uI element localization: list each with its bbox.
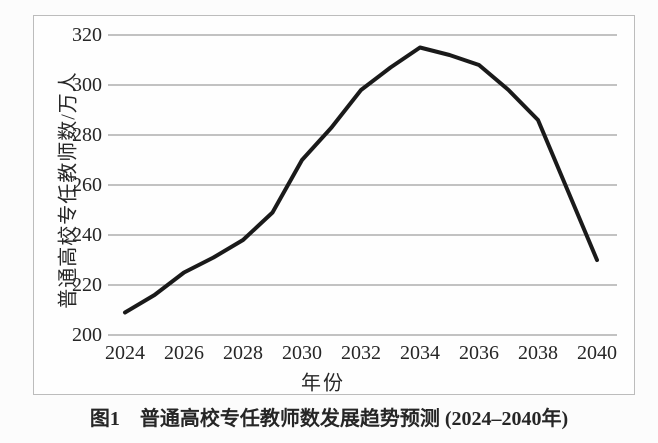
x-axis-title: 年份 — [301, 372, 345, 395]
figure-caption: 图1 普通高校专任教师数发展趋势预测 (2024–2040年) — [0, 406, 658, 432]
x-tick-label: 2024 — [105, 342, 145, 364]
y-tick-label: 220 — [72, 274, 102, 296]
y-tick-label: 260 — [72, 174, 102, 196]
y-tick-label: 240 — [72, 224, 102, 246]
x-tick-label: 2026 — [164, 342, 204, 364]
y-tick-label: 280 — [72, 124, 102, 146]
x-tick-label: 2038 — [518, 342, 558, 364]
x-tick-label: 2040 — [577, 342, 617, 364]
x-tick-label: 2036 — [459, 342, 499, 364]
y-tick-label: 200 — [72, 324, 102, 346]
figure-caption-text: 普通高校专任教师数发展趋势预测 (2024–2040年) — [139, 408, 569, 430]
figure-caption-label: 图1 — [89, 408, 120, 430]
chart-frame — [33, 15, 635, 395]
data-line — [123, 45, 599, 315]
y-tick-label: 300 — [72, 74, 102, 96]
x-tick-label: 2034 — [400, 342, 440, 364]
y-tick-label: 320 — [72, 24, 102, 46]
x-tick-label: 2032 — [341, 342, 381, 364]
x-tick-label: 2030 — [282, 342, 322, 364]
x-tick-label: 2028 — [223, 342, 263, 364]
